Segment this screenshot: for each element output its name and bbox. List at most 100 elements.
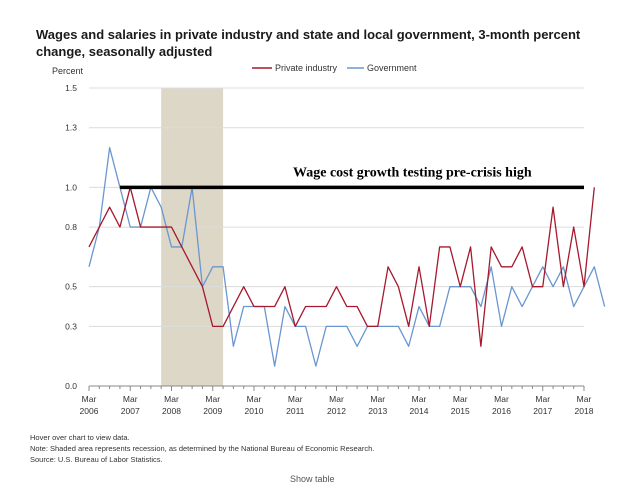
data-point-private-industry[interactable]	[385, 264, 391, 270]
data-point-private-industry[interactable]	[323, 304, 329, 310]
data-point-private-industry[interactable]	[210, 323, 216, 329]
chart-notes: Hover over chart to view data. Note: Sha…	[30, 432, 374, 465]
y-tick-label: 0.8	[65, 222, 77, 232]
legend-label-government: Government	[367, 63, 417, 73]
data-point-government[interactable]	[468, 284, 474, 290]
data-point-government[interactable]	[334, 323, 340, 329]
data-point-private-industry[interactable]	[292, 323, 298, 329]
x-tick-label-year: 2009	[203, 406, 222, 416]
data-point-private-industry[interactable]	[571, 224, 577, 230]
data-point-government[interactable]	[416, 304, 422, 310]
data-point-private-industry[interactable]	[457, 284, 463, 290]
data-point-government[interactable]	[230, 343, 236, 349]
y-tick-label: 1.3	[65, 123, 77, 133]
x-tick-label-year: 2017	[533, 406, 552, 416]
legend[interactable]: Private industry Government	[252, 63, 417, 73]
data-point-private-industry[interactable]	[488, 244, 494, 250]
data-point-private-industry[interactable]	[529, 284, 535, 290]
data-point-private-industry[interactable]	[148, 224, 154, 230]
data-point-private-industry[interactable]	[241, 284, 247, 290]
show-table-link[interactable]: Show table	[290, 474, 335, 484]
data-point-private-industry[interactable]	[509, 264, 515, 270]
data-point-government[interactable]	[86, 264, 92, 270]
data-point-private-industry[interactable]	[468, 244, 474, 250]
data-point-private-industry[interactable]	[313, 304, 319, 310]
data-point-private-industry[interactable]	[591, 184, 597, 190]
data-point-private-industry[interactable]	[107, 204, 113, 210]
data-point-government[interactable]	[519, 304, 525, 310]
data-point-government[interactable]	[107, 145, 113, 151]
data-point-government[interactable]	[313, 363, 319, 369]
data-point-private-industry[interactable]	[199, 284, 205, 290]
data-point-private-industry[interactable]	[426, 323, 432, 329]
x-tick-label-year: 2013	[368, 406, 387, 416]
data-point-government[interactable]	[571, 304, 577, 310]
data-point-government[interactable]	[385, 323, 391, 329]
data-point-private-industry[interactable]	[117, 224, 123, 230]
x-tick-label-month: Mar	[288, 394, 303, 404]
data-point-government[interactable]	[602, 304, 608, 310]
data-point-private-industry[interactable]	[519, 244, 525, 250]
data-point-private-industry[interactable]	[86, 244, 92, 250]
data-point-private-industry[interactable]	[478, 343, 484, 349]
data-point-private-industry[interactable]	[416, 264, 422, 270]
data-point-private-industry[interactable]	[364, 323, 370, 329]
x-tick-label-month: Mar	[82, 394, 97, 404]
data-point-private-industry[interactable]	[354, 304, 360, 310]
data-point-private-industry[interactable]	[581, 284, 587, 290]
data-point-government[interactable]	[127, 224, 133, 230]
data-point-private-industry[interactable]	[406, 323, 412, 329]
data-point-government[interactable]	[272, 363, 278, 369]
series-line-government[interactable]	[88, 146, 606, 367]
data-point-government[interactable]	[323, 323, 329, 329]
data-point-government[interactable]	[220, 264, 226, 270]
data-point-government[interactable]	[158, 204, 164, 210]
data-point-private-industry[interactable]	[334, 284, 340, 290]
data-point-private-industry[interactable]	[447, 244, 453, 250]
x-tick-label-month: Mar	[494, 394, 509, 404]
data-point-private-industry[interactable]	[303, 304, 309, 310]
data-point-government[interactable]	[406, 343, 412, 349]
data-point-government[interactable]	[354, 343, 360, 349]
data-point-government[interactable]	[395, 323, 401, 329]
data-point-private-industry[interactable]	[540, 284, 546, 290]
y-axis-label: Percent	[52, 66, 84, 76]
data-point-government[interactable]	[509, 284, 515, 290]
data-point-private-industry[interactable]	[272, 304, 278, 310]
data-point-government[interactable]	[169, 244, 175, 250]
data-point-government[interactable]	[303, 323, 309, 329]
data-point-government[interactable]	[478, 304, 484, 310]
data-point-private-industry[interactable]	[138, 224, 144, 230]
data-point-private-industry[interactable]	[251, 304, 257, 310]
data-point-private-industry[interactable]	[96, 224, 102, 230]
series-line-private-industry[interactable]	[88, 186, 595, 347]
data-point-government[interactable]	[437, 323, 443, 329]
data-point-private-industry[interactable]	[375, 323, 381, 329]
data-point-private-industry[interactable]	[169, 224, 175, 230]
data-point-government[interactable]	[282, 304, 288, 310]
data-point-private-industry[interactable]	[158, 224, 164, 230]
x-tick-label-year: 2011	[286, 406, 305, 416]
data-point-private-industry[interactable]	[282, 284, 288, 290]
data-point-government[interactable]	[344, 323, 350, 329]
data-point-government[interactable]	[591, 264, 597, 270]
data-point-private-industry[interactable]	[560, 284, 566, 290]
data-point-government[interactable]	[210, 264, 216, 270]
data-point-private-industry[interactable]	[179, 244, 185, 250]
data-point-government[interactable]	[499, 323, 505, 329]
data-point-government[interactable]	[550, 284, 556, 290]
data-point-private-industry[interactable]	[499, 264, 505, 270]
data-point-private-industry[interactable]	[261, 304, 267, 310]
data-point-government[interactable]	[241, 304, 247, 310]
data-point-private-industry[interactable]	[220, 323, 226, 329]
data-point-private-industry[interactable]	[344, 304, 350, 310]
x-tick-label-month: Mar	[412, 394, 427, 404]
data-point-private-industry[interactable]	[550, 204, 556, 210]
data-point-private-industry[interactable]	[437, 244, 443, 250]
data-point-government[interactable]	[447, 284, 453, 290]
data-point-private-industry[interactable]	[395, 284, 401, 290]
data-point-private-industry[interactable]	[230, 304, 236, 310]
y-tick-label: 0.5	[65, 282, 77, 292]
data-point-private-industry[interactable]	[189, 264, 195, 270]
